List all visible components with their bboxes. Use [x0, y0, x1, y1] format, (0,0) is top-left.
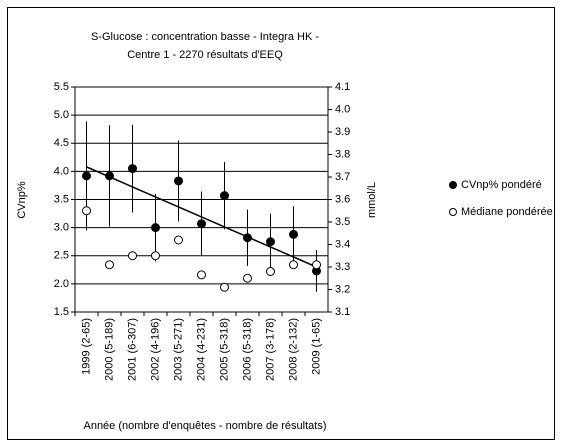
y-axis-label: CVnp% — [16, 181, 28, 219]
point — [151, 251, 160, 261]
y-tick-label: 3.0 — [54, 222, 69, 234]
point — [266, 267, 275, 276]
x-tick-label: 2005 (5-318) — [218, 318, 230, 381]
chart-title: S-Glucose : concentration basse - Integr… — [91, 31, 319, 43]
point — [128, 251, 137, 261]
x-tick-label: 1999 (2-65) — [80, 318, 92, 375]
y2-tick-label: 3.8 — [335, 148, 350, 160]
y-tick-label: 2.0 — [54, 278, 69, 290]
y2-tick-label: 3.2 — [335, 283, 350, 295]
y-tick-label: 4.5 — [54, 137, 69, 149]
point — [220, 191, 229, 201]
point — [128, 164, 137, 174]
y-tick-label: 1.5 — [54, 306, 69, 318]
y2-tick-label: 3.7 — [335, 171, 350, 183]
point — [243, 233, 252, 243]
x-tick-label: 2003 (5-271) — [172, 318, 184, 381]
point — [174, 235, 183, 245]
y-tick-label: 5.5 — [54, 81, 69, 93]
y-tick-label: 3.5 — [54, 193, 69, 205]
point — [266, 237, 275, 247]
x-tick-label: 2009 (1-65) — [310, 318, 322, 375]
point — [197, 219, 206, 229]
point — [174, 176, 183, 186]
x-tick-label: 2008 (2-132) — [287, 318, 299, 381]
point — [289, 260, 298, 270]
y2-tick-label: 3.5 — [335, 216, 350, 228]
x-tick-label: 2000 (5-189) — [103, 318, 115, 381]
plot-frame — [74, 86, 329, 313]
legend-label: CVnp% pondéré — [461, 179, 542, 191]
point — [82, 206, 91, 216]
y2-tick-label: 3.1 — [335, 306, 350, 318]
y-tick-label: 2.5 — [54, 250, 69, 262]
x-axis-label: Année (nombre d'enquêtes - nombre de rés… — [83, 420, 326, 432]
y2-tick-label: 3.3 — [335, 261, 350, 273]
chart-frame — [7, 7, 555, 440]
point — [151, 223, 160, 233]
point — [243, 273, 252, 283]
x-tick-label: 2002 (4-196) — [149, 318, 161, 381]
y2-tick-label: 3.4 — [335, 238, 350, 250]
y2-tick-label: 4.1 — [335, 81, 350, 93]
y2-tick-label: 3.6 — [335, 193, 350, 205]
x-tick-label: 2006 (5-318) — [241, 318, 253, 381]
point — [105, 260, 114, 270]
point — [220, 282, 229, 292]
y-tick-label: 5.0 — [54, 109, 69, 121]
y2-tick-label: 3.9 — [335, 126, 350, 138]
legend-marker — [449, 208, 457, 216]
y2-axis-label: mmol/L — [366, 182, 378, 218]
x-tick-label: 2001 (6-307) — [126, 318, 138, 381]
x-tick-label: 2004 (4-231) — [195, 318, 207, 381]
point — [82, 171, 91, 181]
y-tick-label: 4.0 — [54, 165, 69, 177]
legend-label: Médiane pondérée — [461, 206, 553, 218]
legend-marker — [449, 181, 457, 189]
point — [105, 171, 114, 181]
point — [312, 260, 321, 270]
point — [289, 229, 298, 239]
point — [197, 270, 206, 280]
y2-tick-label: 4.0 — [335, 103, 350, 115]
chart-title: Centre 1 - 2270 résultats d'EEQ — [127, 49, 283, 61]
x-tick-label: 2007 (3-178) — [264, 318, 276, 381]
